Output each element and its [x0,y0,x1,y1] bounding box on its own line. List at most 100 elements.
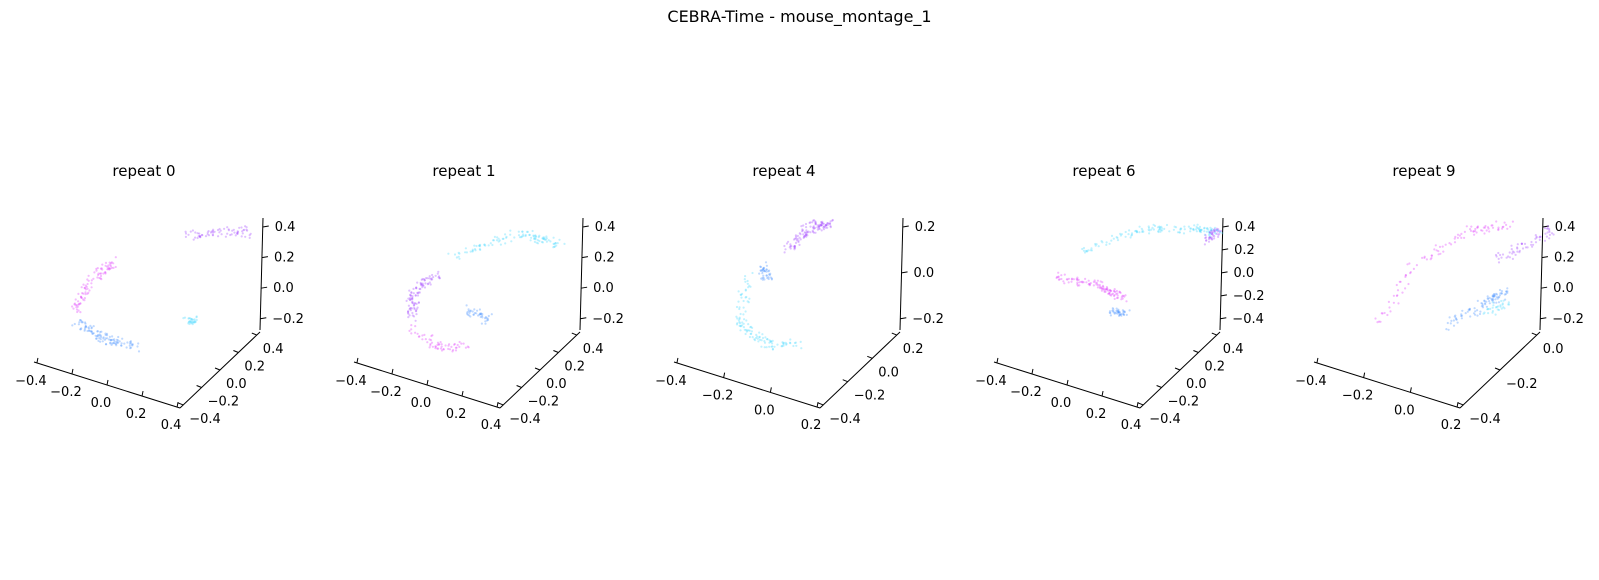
data-point [1090,247,1093,250]
series-3 [182,315,198,326]
data-point [407,304,410,307]
data-point [80,320,83,323]
data-point [1429,258,1432,261]
data-point [1463,230,1466,233]
data-point [1120,296,1123,299]
data-point [220,233,223,236]
data-point [1476,226,1479,229]
data-point [761,333,764,336]
z-tick-label: 0.0 [593,281,614,296]
data-point [422,284,425,287]
data-point [471,250,474,253]
z-tick [581,286,588,289]
data-point [1434,244,1437,247]
z-tick [1222,248,1229,251]
y-tick-label: −0.4 [189,412,221,427]
data-point [1511,220,1514,223]
data-point [1511,250,1514,253]
data-point [429,339,433,342]
data-point [1415,264,1418,267]
data-point [1497,301,1501,304]
data-point [99,272,102,275]
data-point [1215,227,1218,230]
data-point [1208,230,1211,233]
data-point [825,223,828,226]
data-point [96,276,99,279]
data-point [1437,253,1440,256]
data-point [1210,236,1213,239]
data-point [498,239,501,242]
data-point [814,221,817,224]
data-point [797,240,800,244]
data-point [467,346,470,349]
data-point [79,295,83,298]
data-point [1101,284,1105,287]
data-point [735,305,739,309]
data-point [1516,247,1519,250]
data-point [1135,230,1138,233]
data-point [1120,312,1123,316]
data-point [471,310,474,313]
data-point [1115,311,1118,314]
data-point [112,266,115,269]
data-point [440,345,443,348]
data-point [1380,312,1383,315]
data-point [115,344,118,347]
data-point [795,237,798,240]
data-point [547,239,550,242]
y-tick-label: −0.2 [854,389,886,404]
data-point [829,226,832,229]
data-point [423,279,426,282]
data-point [206,231,209,234]
data-point [1495,293,1499,296]
data-point [1486,307,1489,310]
data-point [1500,299,1503,303]
data-point [521,230,524,233]
data-point [1481,229,1484,232]
data-point [742,299,745,303]
data-point [98,337,101,340]
data-point [413,308,416,311]
data-point [416,306,419,309]
data-point [1130,234,1133,237]
data-point [545,235,548,238]
data-point [182,317,185,320]
x-tick-label: 0.2 [1441,418,1462,433]
y-tick-label: 0.2 [244,360,265,375]
data-point [824,226,827,229]
data-point [1487,308,1490,311]
data-point [478,308,481,311]
data-point [476,309,479,312]
data-point [1497,261,1501,264]
data-point [762,268,765,271]
data-point [191,229,194,232]
data-point [794,341,798,344]
data-point [545,237,548,240]
data-point [409,293,412,296]
data-point [805,235,808,238]
data-point [458,252,461,255]
data-point [792,344,795,348]
data-point [1066,278,1069,281]
data-point [1163,227,1166,230]
data-point [212,231,215,234]
data-point [1504,298,1507,301]
data-point [90,286,93,289]
data-point [241,232,244,235]
z-tick [1221,271,1228,274]
data-point [785,242,789,245]
data-point [1108,292,1111,295]
data-point [96,267,99,270]
subplot-title: repeat 1 [432,162,495,180]
data-point [1495,220,1498,223]
subplot-1: repeat 1−0.4−0.20.00.20.4 −0.4−0.20.00.20… [335,162,624,433]
data-point [198,232,201,235]
data-point [739,312,742,316]
data-point [735,315,738,318]
data-point [783,251,786,254]
z-tick [261,256,269,259]
data-point [502,237,505,240]
data-point [190,321,193,324]
data-point [248,236,251,239]
data-point [530,236,533,239]
